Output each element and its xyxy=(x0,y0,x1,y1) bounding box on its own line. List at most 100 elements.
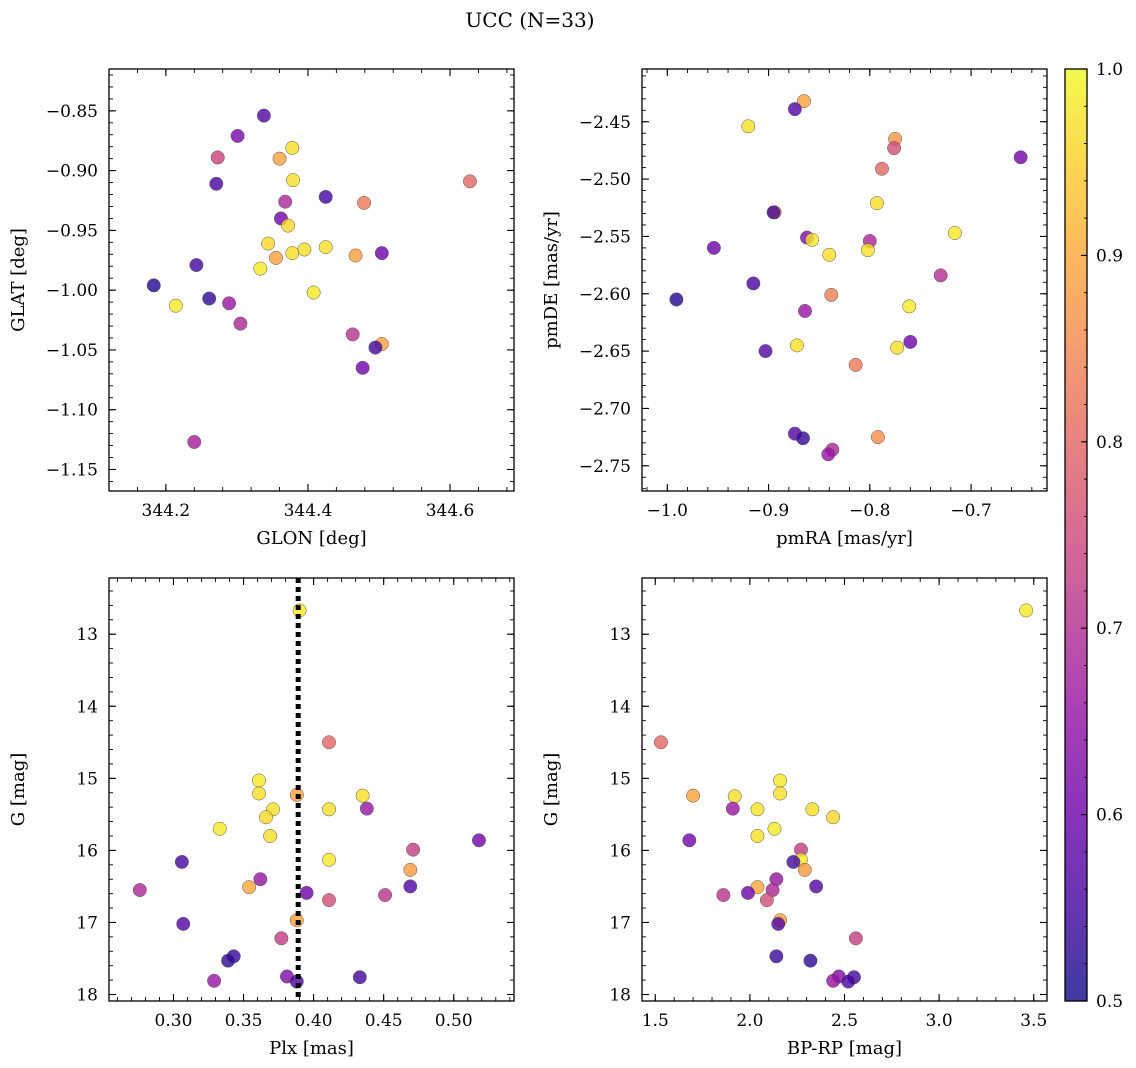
scatter-point xyxy=(741,119,756,134)
scatter-point xyxy=(202,291,217,306)
scatter-point xyxy=(902,299,917,314)
panel-glon-glat: 344.2 344.4 344.6 −1.15 −1.10 −1.05 −1.00 −0.95… xyxy=(8,68,515,549)
scatter-point xyxy=(797,94,811,109)
scatter-point xyxy=(242,880,257,895)
panel-plx-g: 0.30 0.35 0.40 0.45 0.50 13 14 15 16 17 18 Plx [mas… xyxy=(8,577,515,1059)
scatter-point xyxy=(345,327,360,342)
scatter-point xyxy=(212,821,227,836)
scatter-point xyxy=(146,278,161,293)
y-tick-label: 17 xyxy=(76,913,98,933)
y-axis-label: G [mag] xyxy=(541,753,562,826)
scatter-point xyxy=(187,435,202,449)
x-tick-label: 3.0 xyxy=(926,1011,953,1031)
y-axis-label: pmDE [mas/yr] xyxy=(541,211,562,349)
scatter-point xyxy=(403,862,418,877)
scatter-point xyxy=(746,276,761,291)
scatter-point xyxy=(281,218,296,233)
scatter-point xyxy=(132,883,147,897)
figure-title: UCC (N=33) xyxy=(465,8,594,32)
y-tick-label: −2.75 xyxy=(579,457,631,477)
x-axis-label: Plx [mas] xyxy=(269,1038,354,1059)
scatter-point xyxy=(357,195,372,210)
panels: 344.2 344.4 344.6 −1.15 −1.10 −1.05 −1.00 −0.95… xyxy=(8,68,1048,1059)
scatter-point xyxy=(299,885,314,900)
x-axis-label: GLON [deg] xyxy=(256,528,366,549)
scatter-point xyxy=(285,246,300,261)
scatter-point xyxy=(322,893,336,908)
scatter-point xyxy=(259,810,273,825)
scatter-point xyxy=(821,447,836,462)
scatter-point xyxy=(359,801,374,816)
panel-pmra-pmde: −1.0 −0.9 −0.8 −0.7 −2.75 −2.70 −2.65 −2.60 −2.5… xyxy=(541,68,1048,549)
scatter-point xyxy=(278,194,293,209)
scatter-point xyxy=(374,246,389,261)
scatter-point xyxy=(809,879,824,894)
y-tick-label: −1.00 xyxy=(46,281,98,301)
scatter-point xyxy=(176,916,191,931)
scatter-point xyxy=(269,250,283,265)
scatter-point xyxy=(870,430,885,445)
scatter-point xyxy=(848,931,863,946)
scatter-point xyxy=(174,854,189,869)
colorbar: 0.5 0.6 0.7 0.8 0.9 1.0 xyxy=(1064,60,1123,1012)
scatter-point xyxy=(274,931,289,946)
y-tick-label: 14 xyxy=(76,697,98,717)
scatter-point xyxy=(318,240,333,255)
scatter-point xyxy=(805,232,820,247)
scatter-point xyxy=(841,974,856,989)
scatter-point xyxy=(826,973,841,988)
y-tick-label: 18 xyxy=(609,986,631,1006)
scatter-point xyxy=(725,801,740,816)
scatter-point xyxy=(378,888,393,903)
y-tick-label: 14 xyxy=(609,697,631,717)
scatter-point xyxy=(462,174,477,189)
scatter-point xyxy=(803,953,818,968)
scatter-point xyxy=(759,893,774,908)
y-tick-label: −2.65 xyxy=(579,342,631,362)
scatter-point xyxy=(233,316,248,331)
x-tick-label: −0.9 xyxy=(748,501,789,521)
y-tick-label: −1.05 xyxy=(46,341,98,361)
y-tick-label: 15 xyxy=(609,769,631,789)
x-tick-label: 0.30 xyxy=(155,1011,193,1031)
y-tick-label: −2.45 xyxy=(579,113,631,133)
scatter-point xyxy=(796,431,810,446)
x-tick-label: 0.50 xyxy=(435,1011,473,1031)
y-tick-label: −2.50 xyxy=(579,170,631,190)
scatter-point xyxy=(786,854,801,869)
x-tick-label: 0.35 xyxy=(225,1011,263,1031)
axes-frame xyxy=(641,68,1048,492)
scatter-point xyxy=(797,862,812,877)
scatter-point xyxy=(758,344,773,359)
scatter-point xyxy=(230,128,245,143)
x-tick-label: 2.0 xyxy=(736,1011,763,1031)
scatter-point xyxy=(933,268,948,283)
scatter-point xyxy=(368,340,383,355)
x-tick-label: 0.45 xyxy=(365,1011,403,1031)
scatter-point xyxy=(168,298,183,313)
y-tick-label: −1.15 xyxy=(46,460,98,480)
y-tick-label: 16 xyxy=(609,841,631,861)
scatter-point xyxy=(653,735,668,750)
scatter-point xyxy=(773,786,788,801)
y-tick-label: 13 xyxy=(609,625,631,645)
scatter-point xyxy=(348,248,363,263)
scatter-point xyxy=(869,196,884,211)
x-tick-label: −1.0 xyxy=(647,501,688,521)
scatter-point xyxy=(406,842,421,857)
y-tick-label: −0.90 xyxy=(46,162,98,182)
colorbar-gradient xyxy=(1065,69,1087,1001)
y-axis-label: GLAT [deg] xyxy=(8,228,29,332)
scatter-point xyxy=(750,829,765,843)
scatter-point xyxy=(261,236,276,251)
scatter-point xyxy=(221,953,236,968)
scatter-point xyxy=(322,802,336,817)
scatter-point xyxy=(306,285,321,300)
y-tick-label: −1.10 xyxy=(46,401,98,421)
scatter-point xyxy=(947,226,962,240)
scatter-point xyxy=(1013,150,1028,165)
x-tick-label: 344.4 xyxy=(284,501,333,521)
y-tick-label: −2.55 xyxy=(579,227,631,247)
y-tick-label: 15 xyxy=(76,769,98,789)
